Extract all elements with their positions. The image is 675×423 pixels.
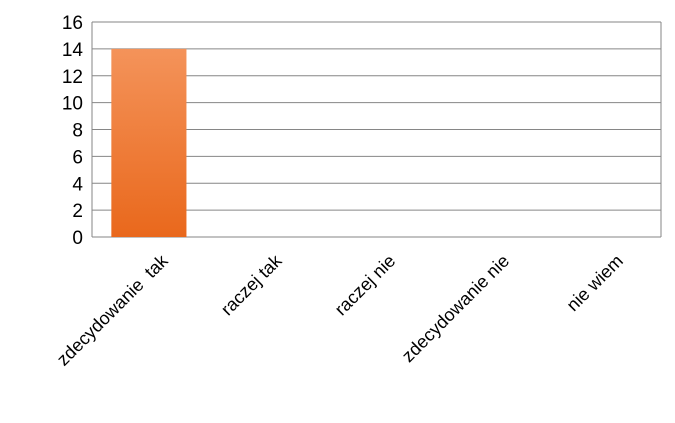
- gridlines: [91, 21, 662, 238]
- y-tick-label: 10: [62, 94, 83, 115]
- x-category-label: nie wiem: [563, 251, 627, 315]
- y-tick-label: 2: [72, 201, 83, 222]
- y-tick-label: 0: [72, 228, 83, 249]
- y-tick-label: 4: [72, 174, 83, 195]
- bars: [111, 48, 187, 237]
- bar-0: [111, 48, 187, 237]
- x-category-label: zdecydowanie nie: [398, 251, 513, 366]
- y-axis-tick-labels: 0 2 4 6 8 10 12 14 16: [62, 13, 84, 249]
- y-tick-label: 12: [62, 67, 83, 88]
- y-tick-label: 6: [72, 147, 83, 168]
- x-category-label: zdecydowanie tak: [53, 250, 173, 370]
- x-category-label: raczej nie: [331, 251, 400, 320]
- y-tick-label: 16: [62, 13, 83, 34]
- y-tick-label: 8: [72, 121, 83, 142]
- x-axis-category-labels: zdecydowanie tak raczej tak raczej niezdec…: [53, 250, 627, 370]
- x-category-label: raczej tak: [217, 250, 286, 319]
- y-tick-label: 14: [62, 40, 84, 61]
